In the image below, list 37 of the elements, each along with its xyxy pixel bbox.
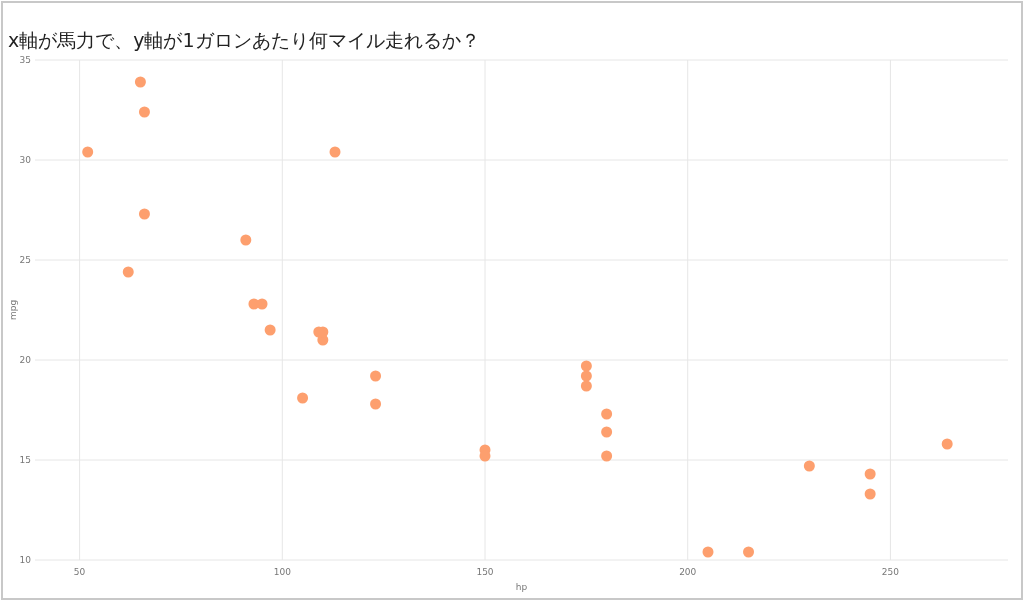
x-tick-label: 100 xyxy=(273,567,292,577)
point xyxy=(864,468,876,480)
point xyxy=(122,266,134,278)
y-axis-title: mpg xyxy=(8,299,18,321)
point xyxy=(329,146,341,158)
point xyxy=(134,76,146,88)
point xyxy=(370,370,382,382)
chart-title: x軸が馬力で、y軸が1ガロンあたり何マイル走れるか？ xyxy=(8,29,480,51)
point xyxy=(601,450,613,462)
point xyxy=(580,370,592,382)
y-tick-label: 20 xyxy=(19,355,32,365)
x-axis-title: hp xyxy=(515,582,528,592)
point xyxy=(138,106,150,118)
point xyxy=(580,360,592,372)
point xyxy=(803,460,815,472)
point xyxy=(743,546,755,558)
point xyxy=(370,398,382,410)
point xyxy=(941,438,953,450)
y-tick-label: 15 xyxy=(19,455,31,465)
x-tick-label: 250 xyxy=(881,567,900,577)
point xyxy=(580,380,592,392)
y-tick-label: 30 xyxy=(19,155,32,165)
y-tick-label: 10 xyxy=(19,555,32,565)
point xyxy=(601,408,613,420)
x-tick-label: 150 xyxy=(476,567,494,577)
point xyxy=(240,234,252,246)
point xyxy=(297,392,309,404)
point xyxy=(138,208,150,220)
point xyxy=(264,324,276,336)
point xyxy=(601,426,613,438)
point xyxy=(864,488,876,500)
x-tick-label: 50 xyxy=(73,567,86,577)
y-tick-label: 25 xyxy=(19,255,31,265)
x-tick-label: 200 xyxy=(679,567,697,577)
point xyxy=(82,146,94,158)
y-tick-label: 35 xyxy=(19,55,31,65)
point xyxy=(702,546,714,558)
